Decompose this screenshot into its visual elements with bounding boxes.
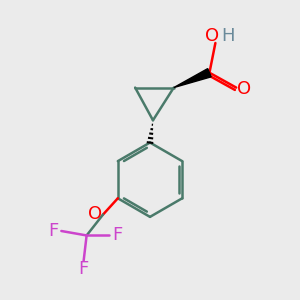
Polygon shape: [174, 69, 211, 88]
Text: H: H: [221, 27, 235, 45]
Text: O: O: [88, 205, 102, 223]
Text: F: F: [112, 226, 122, 244]
Text: O: O: [238, 80, 252, 98]
Text: F: F: [48, 222, 58, 240]
Text: O: O: [206, 27, 220, 45]
Text: F: F: [79, 260, 89, 278]
